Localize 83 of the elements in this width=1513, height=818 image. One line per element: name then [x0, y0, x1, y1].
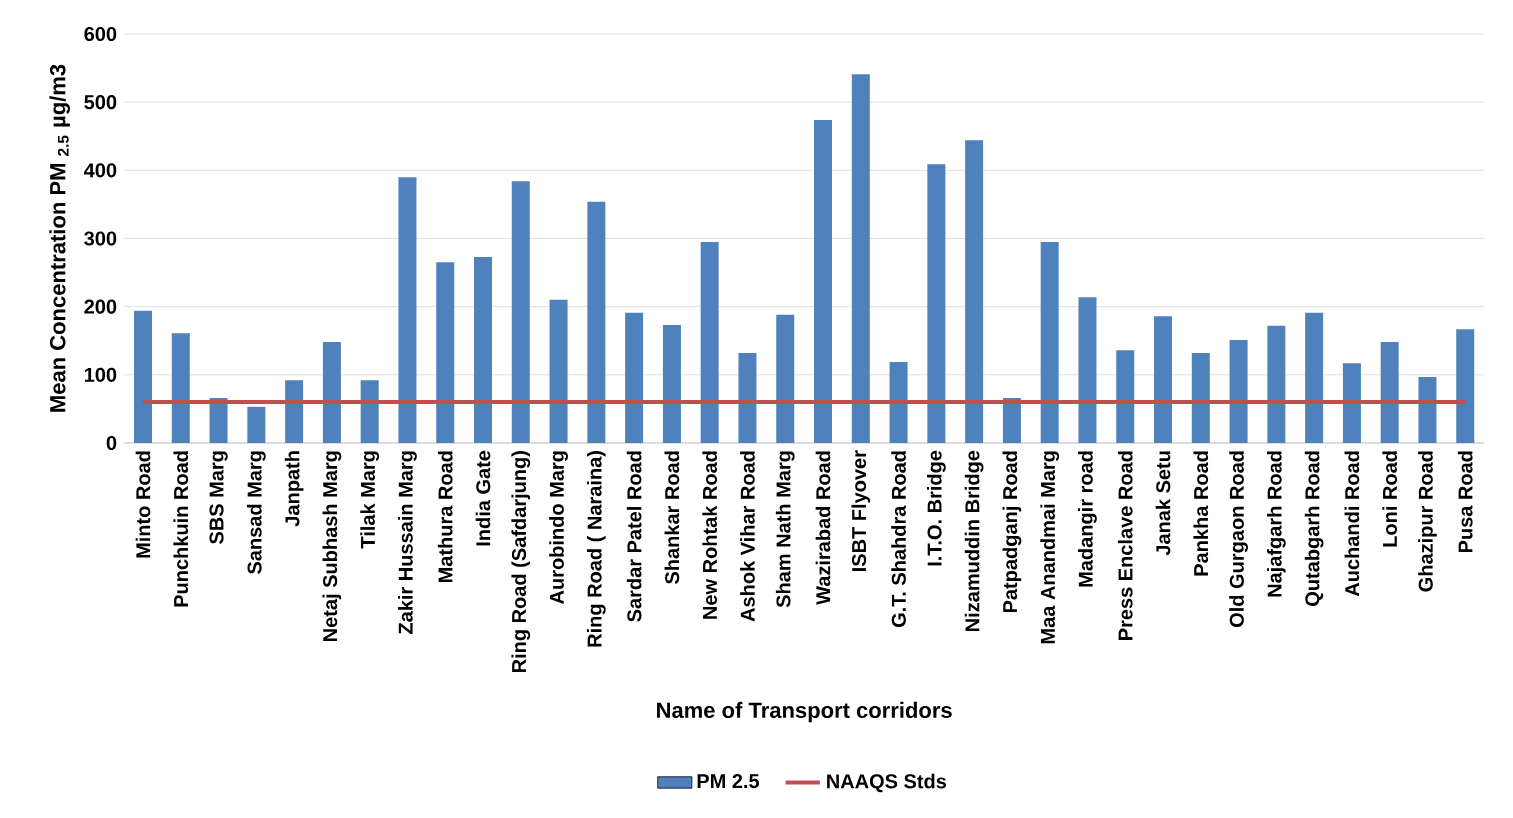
x-tick-label: New Rohtak Road — [702, 451, 718, 619]
legend-label: NAAQS Stds — [827, 773, 947, 793]
bar — [360, 380, 379, 443]
bar — [322, 342, 341, 443]
x-tick-label: G.T. Shahdra Road — [891, 451, 906, 628]
y-tick-label: 500 — [84, 95, 117, 110]
bar — [625, 312, 644, 443]
x-tick-label: Old Gurgaon Road — [1229, 451, 1248, 628]
x-tick-label: I.T.O. Bridge — [926, 450, 946, 566]
x-tick-label: Sardar Patel Road — [626, 451, 642, 622]
bar — [965, 140, 984, 443]
x-tick-label: Ashok Vihar Road — [740, 451, 755, 622]
bar — [285, 380, 304, 443]
bar — [738, 353, 757, 443]
bar — [1002, 398, 1021, 443]
x-tick-label: Madangir road — [1078, 451, 1097, 587]
x-tick-label: Tilak Marg — [360, 451, 380, 549]
x-tick-label: Ring Road (Safdarjung) — [511, 451, 531, 673]
y-tick-label: 600 — [84, 26, 117, 42]
bar — [1305, 312, 1324, 443]
bar — [171, 333, 190, 443]
y-tick-label: 200 — [84, 299, 117, 314]
bar — [1267, 325, 1286, 443]
x-tick-label: ISBT Flyover — [851, 450, 871, 571]
y-tick-label: 100 — [84, 367, 117, 382]
bar — [436, 262, 455, 443]
bar — [814, 119, 833, 443]
x-tick-label: Patpadganj Road — [1002, 451, 1022, 613]
x-tick-label: Janpath — [284, 451, 304, 527]
y-tick-label: 400 — [83, 163, 117, 178]
bar — [776, 314, 795, 443]
x-axis-title: Name of Transport corridors — [657, 701, 952, 723]
x-tick-label: Netaj Subhash Marg — [322, 451, 342, 641]
bar — [134, 310, 152, 443]
x-tick-label: Loni Road — [1382, 451, 1398, 547]
bar — [851, 74, 870, 443]
x-tick-label: Ring Road ( Naraina) — [586, 451, 606, 647]
bar — [1229, 340, 1248, 443]
x-tick-label: Press Enclave Road — [1117, 451, 1133, 640]
bar — [474, 256, 492, 443]
x-tick-label: Aurobindo Marg — [549, 451, 568, 604]
x-tick-label: India Gate — [475, 450, 491, 546]
bar — [1154, 316, 1173, 443]
y-tick-label: 0 — [106, 435, 117, 451]
bar — [1418, 376, 1437, 443]
bar — [1078, 297, 1097, 443]
x-tick-label: Nizamuddin Bridge — [964, 450, 984, 631]
x-tick-label: Minto Road — [135, 451, 151, 558]
bar — [1380, 342, 1399, 443]
bar — [1040, 241, 1059, 443]
bar — [1456, 329, 1475, 443]
y-tick-label: 300 — [84, 231, 117, 246]
bar — [1342, 363, 1361, 443]
x-tick-label: Najafgarh Road — [1266, 451, 1286, 597]
x-tick-label: Sansad Marg — [246, 451, 266, 574]
x-tick-label: SBS Marg — [209, 451, 228, 544]
x-tick-label: Sham Nath Marg — [775, 451, 795, 608]
bar — [209, 398, 228, 443]
bar — [587, 201, 606, 443]
bar — [398, 177, 417, 443]
x-tick-label: Auchandi Road — [1344, 451, 1360, 597]
x-tick-label: Shankar Road — [664, 451, 680, 584]
x-tick-label: Pankha Road — [1193, 451, 1209, 576]
x-tick-label: Mathura Road — [437, 451, 453, 583]
x-tick-label: Ghazipur Road — [1418, 451, 1437, 592]
bar — [247, 406, 266, 443]
bar — [700, 241, 719, 443]
x-tick-label: Wazirabad Road — [815, 451, 831, 605]
x-tick-label: Zakir Hussain Marg — [398, 451, 417, 634]
bar — [889, 361, 908, 443]
x-tick-label: Janak Setu — [1155, 451, 1171, 556]
bar — [1116, 350, 1135, 443]
bar — [549, 299, 568, 443]
y-axis-title: Mean Concentration PM $_{2.5}$ µg/m3 — [49, 64, 70, 412]
bar — [1191, 353, 1210, 443]
x-tick-label: Maa Anandmai Marg — [1040, 451, 1060, 644]
legend-label: PM 2.5 — [697, 773, 760, 789]
x-tick-label: Pusa Road — [1457, 451, 1473, 553]
bar — [662, 325, 681, 443]
bar — [927, 164, 946, 443]
bar — [511, 181, 530, 443]
x-tick-label: Qutabgarh Road — [1304, 451, 1324, 606]
x-tick-label: Punchkuin Road — [173, 451, 189, 607]
